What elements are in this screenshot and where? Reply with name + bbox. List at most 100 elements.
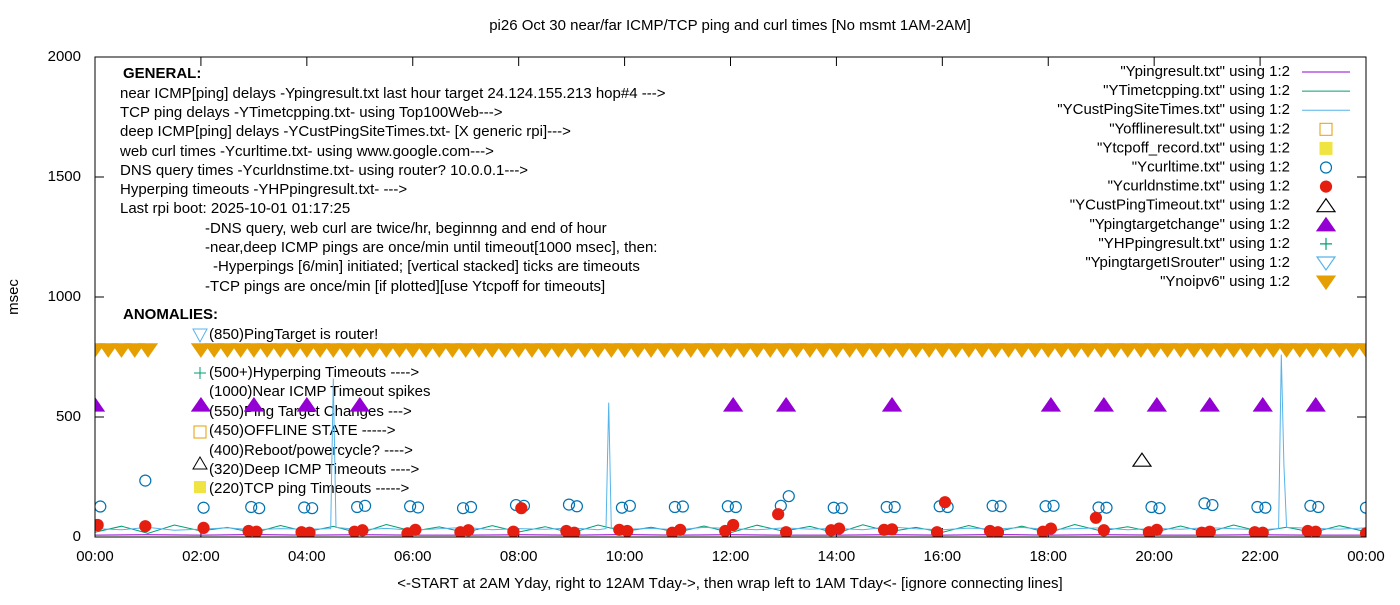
annotation: (400)Reboot/powercycle? ----> <box>209 442 413 459</box>
point <box>1064 343 1085 358</box>
point <box>495 343 516 358</box>
point <box>98 343 119 358</box>
point <box>888 500 901 514</box>
point <box>746 343 768 358</box>
point <box>723 396 744 412</box>
point <box>1342 343 1363 358</box>
point <box>270 343 291 358</box>
point <box>468 343 490 358</box>
point <box>775 396 797 412</box>
point <box>667 343 688 358</box>
point <box>1263 343 1284 358</box>
point <box>1130 343 1152 358</box>
legend-label: "YHPpingresult.txt" using 1:2 <box>1098 235 1290 252</box>
point <box>640 343 662 358</box>
annotation: deep ICMP[ping] delays -YCustPingSiteTim… <box>120 123 571 140</box>
point <box>654 343 675 358</box>
point <box>111 343 132 358</box>
point <box>1039 500 1052 513</box>
point <box>521 343 543 358</box>
point <box>707 343 728 358</box>
point <box>124 343 145 358</box>
point <box>720 343 741 358</box>
y-tick-label: 0 <box>73 528 81 545</box>
annotation: (220)TCP ping Timeouts -----> <box>209 480 409 497</box>
point <box>1315 275 1337 291</box>
point <box>905 343 926 358</box>
point <box>197 521 210 534</box>
point <box>1093 396 1115 412</box>
point <box>1316 343 1337 358</box>
point <box>627 343 648 358</box>
legend-label: "Ynoipv6" using 1:2 <box>1160 273 1290 290</box>
point <box>95 500 107 513</box>
point <box>733 343 754 358</box>
point <box>1259 501 1272 514</box>
point <box>994 500 1007 513</box>
x-tick-label: 12:00 <box>712 548 750 565</box>
annotation: Last rpi boot: 2025-10-01 01:17:25 <box>120 200 350 217</box>
point <box>356 524 369 537</box>
point <box>250 525 263 537</box>
point <box>507 525 520 537</box>
point <box>309 343 331 358</box>
point <box>729 500 742 514</box>
point <box>230 343 251 358</box>
annotation: TCP ping delays -YTimetcpping.txt- using… <box>120 104 503 121</box>
annotation: ANOMALIES: <box>123 306 218 323</box>
point <box>773 343 794 358</box>
point <box>1305 396 1326 412</box>
annotation: Hyperping timeouts -YHPpingresult.txt- -… <box>120 181 407 198</box>
point <box>95 396 106 412</box>
point <box>1077 343 1099 358</box>
point <box>482 343 503 358</box>
point <box>1051 343 1072 358</box>
point <box>323 343 344 358</box>
point <box>958 343 979 358</box>
point <box>515 502 528 515</box>
point <box>938 496 952 509</box>
point <box>1236 343 1257 358</box>
point <box>1355 343 1366 358</box>
point <box>760 343 781 358</box>
point <box>253 502 266 515</box>
point <box>349 396 370 412</box>
point <box>668 500 681 514</box>
annotation: (450)OFFLINE STATE -----> <box>209 422 396 439</box>
point <box>197 501 210 514</box>
point <box>1203 525 1216 537</box>
y-tick-label: 1500 <box>48 168 81 185</box>
plot-frame <box>94 56 1367 538</box>
point <box>562 498 576 511</box>
x-tick-label: 18:00 <box>1029 548 1067 565</box>
key-icon <box>192 456 208 470</box>
point <box>455 343 476 358</box>
legend-label: "Ycurldnstime.txt" using 1:2 <box>1108 178 1290 195</box>
point <box>570 500 584 513</box>
point <box>283 343 304 358</box>
point <box>1315 256 1337 272</box>
point <box>880 500 893 514</box>
x-tick-label: 04:00 <box>288 548 326 565</box>
point <box>621 524 634 537</box>
point <box>1091 343 1112 358</box>
x-tick-label: 10:00 <box>606 548 644 565</box>
point <box>780 526 793 537</box>
point <box>404 500 417 513</box>
point <box>574 343 596 358</box>
point <box>1309 525 1322 537</box>
point <box>303 526 316 537</box>
point <box>1320 237 1332 250</box>
point <box>1097 524 1110 537</box>
key-icon <box>194 481 206 493</box>
point <box>508 343 529 358</box>
point <box>1251 500 1264 514</box>
point <box>1249 343 1271 358</box>
point <box>190 396 212 412</box>
point <box>1183 343 1205 358</box>
point <box>971 343 993 358</box>
point <box>918 343 940 358</box>
point <box>456 502 470 515</box>
point <box>296 343 317 358</box>
